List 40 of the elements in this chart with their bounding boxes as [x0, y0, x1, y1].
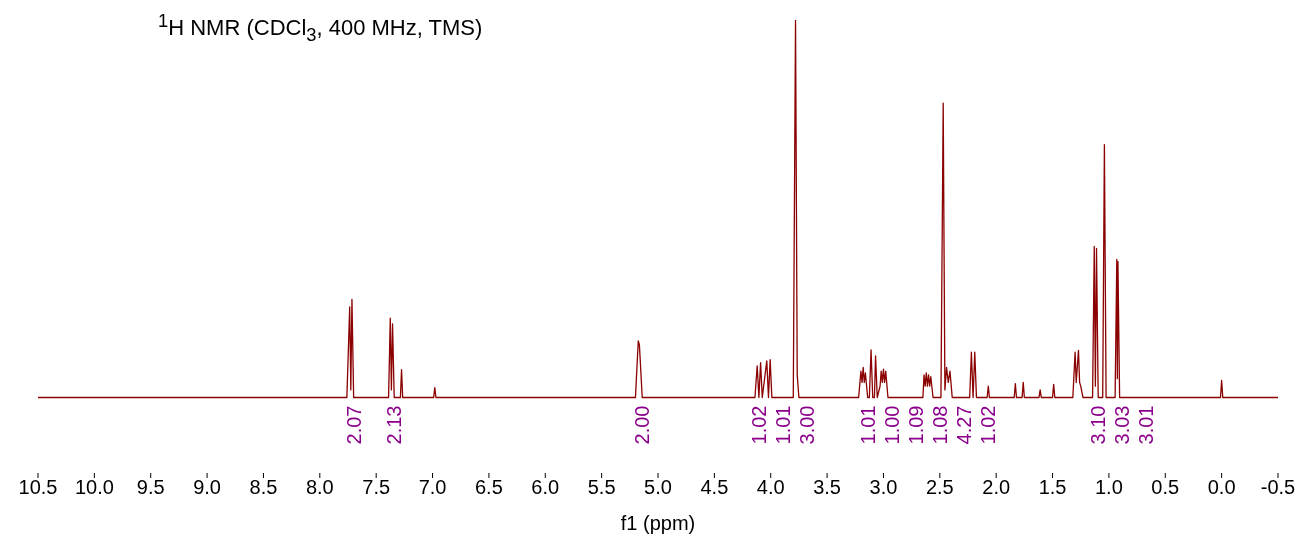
x-tick-label: 6.5: [475, 476, 503, 499]
x-tick-label: -0.5: [1260, 476, 1296, 499]
annotation: 1.00: [880, 405, 903, 445]
annotation: 3.01: [1135, 405, 1158, 445]
x-tick-label: 10.5: [18, 476, 58, 499]
x-tick-label: 7.5: [362, 476, 391, 499]
annotation: 1.01: [856, 405, 879, 445]
x-tick-label: 5.0: [644, 476, 672, 499]
annotation: 2.00: [631, 405, 654, 445]
x-axis-title: f1 (ppm): [620, 512, 696, 534]
x-tick-label: 10.0: [74, 476, 114, 499]
annotation: 3.03: [1111, 405, 1134, 445]
annotation: 2.13: [383, 405, 406, 445]
annotation: 3.00: [795, 405, 818, 445]
annotation: 1.09: [904, 405, 927, 445]
x-tick-label: 6.0: [531, 476, 560, 499]
x-tick-label: 8.0: [305, 476, 334, 499]
x-tick-label: 2.0: [982, 476, 1011, 499]
x-tick-label: 1.0: [1095, 476, 1123, 499]
x-tick-label: 3.5: [813, 476, 841, 499]
x-tick-label: 8.5: [249, 476, 278, 499]
x-tick-label: 3.0: [869, 476, 898, 499]
x-tick-label: 9.5: [136, 476, 165, 499]
x-tick-label: 1.5: [1038, 476, 1067, 499]
x-tick-label: 0.5: [1151, 476, 1180, 499]
x-tick-label: 0.0: [1207, 476, 1236, 499]
x-tick-label: 7.0: [418, 476, 447, 499]
annotation: 1.02: [747, 405, 770, 445]
x-tick-label: 9.0: [193, 476, 221, 499]
x-tick-label: 4.5: [700, 476, 729, 499]
annotation: 1.08: [928, 405, 951, 445]
x-tick-label: 4.0: [756, 476, 785, 499]
annotation: 3.10: [1087, 405, 1110, 445]
annotation: 1.01: [771, 405, 794, 445]
annotation: 4.27: [952, 405, 975, 445]
annotation: 2.07: [342, 405, 365, 445]
annotation: 1.02: [976, 405, 999, 445]
chart-title: $^{1}$H NMR (CDCl$_{3}$, 400 MHz, TMS): [158, 10, 483, 46]
x-tick-label: 2.5: [925, 476, 954, 499]
x-tick-label: 5.5: [587, 476, 616, 499]
